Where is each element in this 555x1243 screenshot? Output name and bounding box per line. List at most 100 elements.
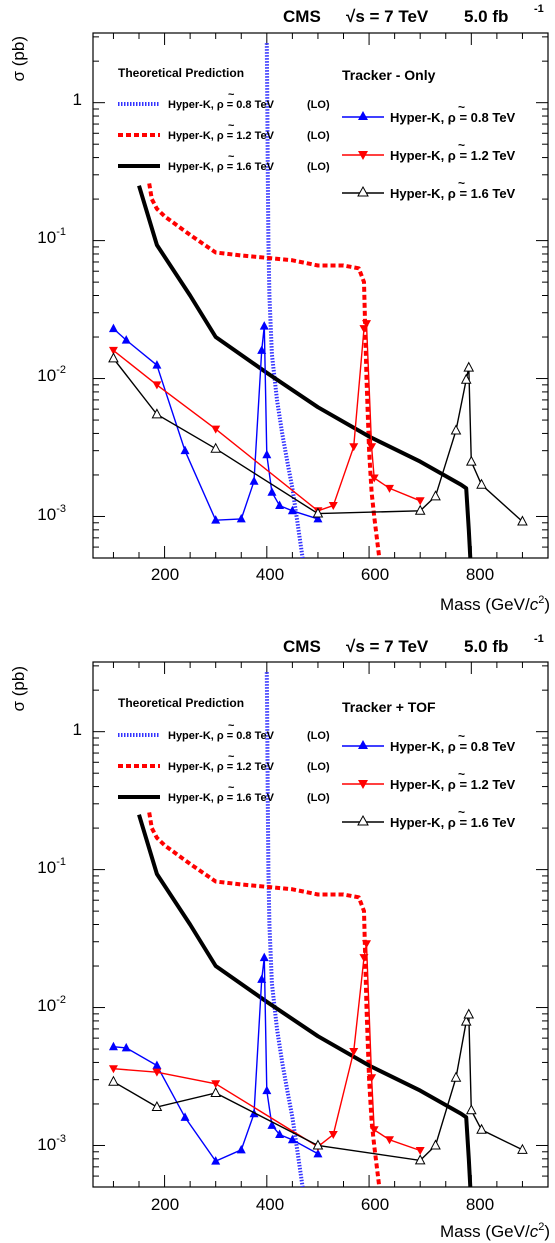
series-2-point bbox=[476, 478, 487, 489]
panel-header-lumi: 5.0 fb bbox=[464, 7, 508, 26]
tilde-mark: ~ bbox=[228, 120, 235, 132]
theory-curve-2 bbox=[137, 814, 473, 1187]
series-0-point bbox=[267, 1120, 277, 1129]
legend-theory-2: Hyper-K, ρ = 1.6 TeV (LO) ~ bbox=[118, 782, 330, 804]
legend-marker-series-0 bbox=[358, 111, 368, 120]
series-2-point bbox=[312, 1139, 324, 1150]
tilde-mark: ~ bbox=[228, 751, 235, 763]
series-1-point bbox=[359, 954, 369, 963]
x-tick-label-400: 400 bbox=[256, 565, 284, 584]
series-1-point bbox=[349, 1048, 359, 1057]
series-2-point bbox=[430, 490, 441, 501]
series-1-point bbox=[367, 443, 377, 452]
x-tick-label-200: 200 bbox=[151, 1195, 179, 1214]
y-axis-label: σ (pb) bbox=[9, 36, 28, 81]
legend-label-series-0: Hyper-K, ρ = 0.8 TeV bbox=[390, 739, 516, 754]
series-0-point bbox=[211, 1156, 221, 1165]
series-1-point bbox=[108, 346, 118, 355]
tilde-mark: ~ bbox=[458, 138, 465, 152]
series-1-point bbox=[369, 474, 379, 483]
tilde-mark: ~ bbox=[458, 176, 465, 190]
series-1-point bbox=[385, 1136, 395, 1145]
series-2-point bbox=[465, 455, 477, 466]
series-1-point bbox=[328, 502, 338, 511]
legend-tag-theory-2: (LO) bbox=[307, 792, 330, 804]
measured-series bbox=[108, 320, 528, 526]
series-2-point bbox=[414, 1154, 426, 1165]
legend-series-0: Hyper-K, ρ = 0.8 TeV ~ bbox=[342, 100, 516, 125]
tilde-mark: ~ bbox=[458, 767, 465, 781]
series-0-point bbox=[262, 1085, 272, 1095]
legend-marker-series-1 bbox=[358, 151, 368, 160]
series-2-point bbox=[108, 352, 119, 363]
legend-label-theory-0: Hyper-K, ρ = 0.8 TeV bbox=[168, 730, 275, 742]
series-0-point bbox=[121, 335, 131, 344]
legend-theory-2: Hyper-K, ρ = 1.6 TeV (LO) ~ bbox=[118, 151, 330, 173]
series-0-point bbox=[313, 1148, 323, 1158]
series-2-point bbox=[210, 442, 222, 453]
series-0-point bbox=[262, 449, 272, 459]
legend-label-series-1: Hyper-K, ρ = 1.2 TeV bbox=[390, 148, 516, 163]
series-0-point bbox=[236, 1144, 246, 1154]
legend-theory-0: Hyper-K, ρ = 0.8 TeV (LO) ~ bbox=[118, 89, 330, 111]
x-tick-label-800: 800 bbox=[466, 565, 494, 584]
series-0-point bbox=[275, 1129, 285, 1139]
legend-tag-theory-1: (LO) bbox=[307, 130, 330, 142]
legend-right-title: Tracker + TOF bbox=[342, 699, 436, 715]
series-1-point bbox=[369, 1126, 379, 1135]
series-2-point bbox=[312, 507, 324, 518]
legend-theory-0: Hyper-K, ρ = 0.8 TeV (LO) ~ bbox=[118, 720, 330, 742]
legend-right-title: Tracker - Only bbox=[342, 67, 436, 83]
legend-tag-theory-1: (LO) bbox=[307, 761, 330, 773]
panel-header-experiment: CMS bbox=[283, 7, 321, 26]
series-1-point bbox=[108, 1065, 118, 1074]
series-1-point bbox=[385, 484, 395, 493]
series-1-point bbox=[362, 320, 372, 329]
y-tick-label-1e-1: 10-1 bbox=[37, 856, 66, 877]
x-axis-label: Mass (GeV/c2) bbox=[440, 594, 550, 614]
series-0-point bbox=[249, 476, 259, 485]
series-1-point bbox=[211, 425, 221, 434]
series-0-point bbox=[180, 445, 190, 455]
theory-curves bbox=[137, 43, 473, 558]
series-2-point bbox=[476, 1123, 487, 1134]
series-0-point bbox=[313, 513, 323, 523]
series-1-point bbox=[362, 940, 372, 949]
legend-marker-series-2 bbox=[357, 814, 369, 826]
legend-tag-theory-0: (LO) bbox=[307, 730, 330, 742]
series-2-point bbox=[465, 1104, 477, 1115]
legend-label-series-1: Hyper-K, ρ = 1.2 TeV bbox=[390, 777, 516, 792]
series-1-point bbox=[152, 381, 162, 390]
series-line-1 bbox=[113, 943, 421, 1152]
series-0-point bbox=[257, 974, 267, 983]
legend-series-0: Hyper-K, ρ = 0.8 TeV ~ bbox=[342, 729, 516, 754]
series-2-point bbox=[151, 408, 163, 419]
panel-header-energy: √s = 7 TeV bbox=[346, 637, 429, 656]
tilde-mark: ~ bbox=[228, 782, 235, 794]
series-0-point bbox=[152, 1060, 162, 1070]
panel-tracker-tof: CMS √s = 7 TeV 5.0 fb -1 10-3 10-2 10-1 … bbox=[9, 633, 550, 1241]
series-1-point bbox=[415, 497, 425, 506]
y-axis-ticks bbox=[93, 665, 548, 1188]
series-0-point bbox=[287, 505, 297, 515]
series-1-point bbox=[415, 1146, 425, 1155]
series-2-point bbox=[108, 1075, 119, 1086]
legend-series-2: Hyper-K, ρ = 1.6 TeV ~ bbox=[342, 805, 516, 830]
y-tick-label-1: 1 bbox=[73, 720, 82, 739]
panel-header-lumi: 5.0 fb bbox=[464, 637, 508, 656]
series-2-point bbox=[460, 1015, 472, 1026]
theory-curve-1 bbox=[147, 812, 382, 1187]
series-2-point bbox=[460, 373, 472, 384]
x-tick-label-600: 600 bbox=[361, 1195, 389, 1214]
series-2-point bbox=[430, 1139, 441, 1150]
series-1-point bbox=[367, 1074, 377, 1083]
y-tick-label-1e-1: 10-1 bbox=[37, 226, 66, 247]
legend-tag-theory-0: (LO) bbox=[307, 99, 330, 111]
legend-left-title: Theoretical Prediction bbox=[118, 696, 244, 710]
series-line-0 bbox=[112, 326, 319, 521]
series-1-point bbox=[152, 1068, 162, 1077]
panel-header-lumi-exponent: -1 bbox=[534, 3, 544, 15]
series-line-2 bbox=[112, 357, 523, 523]
series-2-point bbox=[210, 1086, 222, 1098]
